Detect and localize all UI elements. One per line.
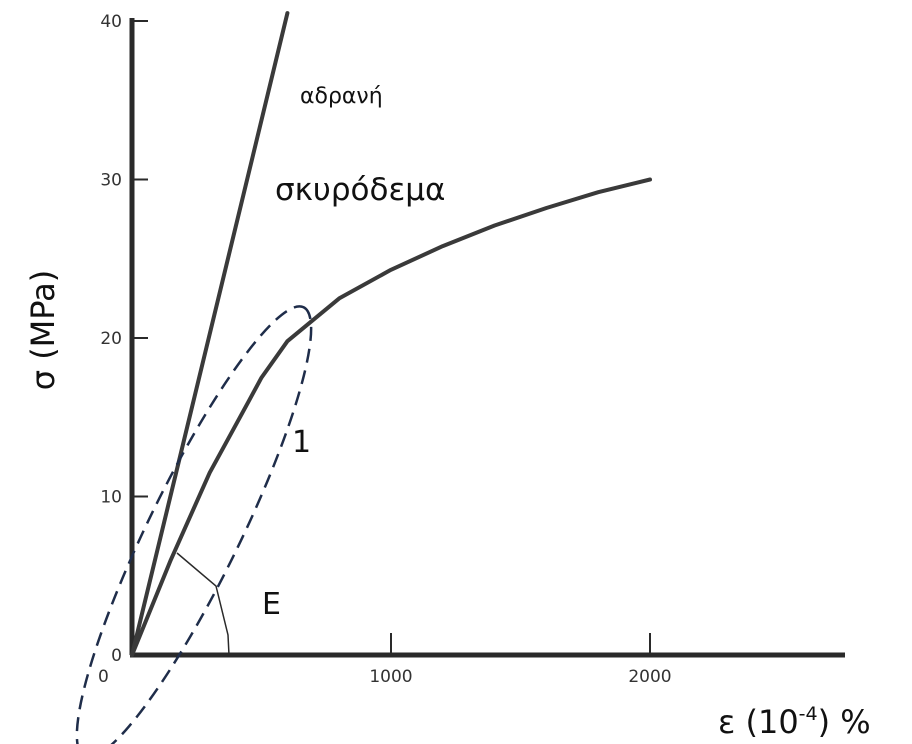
x-axis-title: ε (10-4) % [718,703,871,741]
axes [129,18,845,658]
series-label-concrete: σκυρόδεμα [275,172,445,208]
x-axis-title-tail: ) % [818,703,871,741]
x-tick-label: 0 [98,667,109,687]
series-label-aggregate: αδρανή [300,84,383,109]
y-axis-title: σ (MPa) [24,270,62,391]
x-tick-label: 2000 [628,667,671,687]
y-tick-label: 40 [100,12,122,32]
x-axis-title-sup: -4 [799,703,818,725]
annotation-1: 1 [292,425,311,460]
x-tick-label: 1000 [369,667,412,687]
x-axis-title-main: ε (10 [718,703,799,741]
ticks: 0 10 20 30 40 0 1000 2000 [98,12,672,687]
series-layer [130,11,652,657]
highlight-ellipse [75,305,313,744]
modulus-angle-arc [176,552,230,656]
series-line-concrete [130,177,652,657]
y-tick-label: 20 [100,329,122,349]
y-tick-label: 10 [100,488,122,508]
y-tick-label: 0 [111,646,122,666]
annotation-E: E [262,587,281,622]
y-tick-label: 30 [100,171,122,191]
series-line-aggregate [130,11,290,657]
annotation-layer [75,305,313,744]
